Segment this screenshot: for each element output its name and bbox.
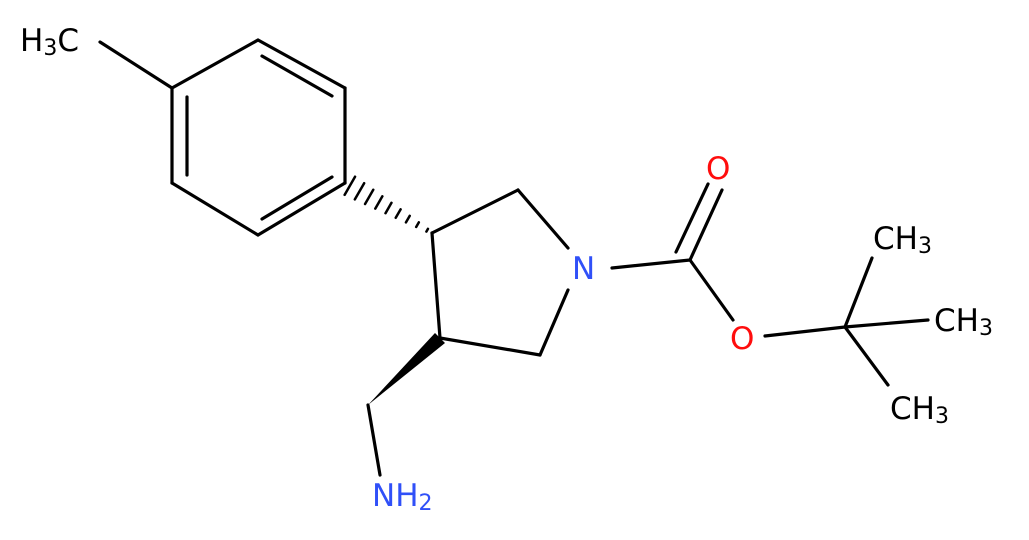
hashed-bond — [343, 175, 430, 233]
bond — [366, 403, 382, 477]
atom-label: CH3 — [890, 391, 949, 430]
hash-stroke — [404, 214, 411, 224]
bond — [674, 182, 710, 254]
atom-label: O — [706, 151, 730, 187]
atom-label: CH3 — [934, 303, 993, 342]
bond — [763, 325, 847, 338]
atom-label: O — [730, 321, 754, 357]
bond — [170, 38, 260, 90]
bond — [516, 188, 570, 250]
bond — [688, 188, 724, 262]
hash-stroke — [353, 181, 366, 201]
hash-stroke — [394, 208, 402, 220]
wedge-bond — [368, 333, 445, 405]
bond — [170, 181, 260, 237]
bond — [538, 288, 570, 357]
atom-label: N — [572, 251, 595, 287]
bond — [688, 258, 735, 322]
hash-stroke — [384, 201, 393, 215]
atom-label: CH3 — [873, 221, 932, 260]
atom-label: NH2 — [372, 478, 433, 517]
hash-stroke — [414, 221, 421, 229]
bond — [430, 231, 442, 340]
hash-stroke — [363, 188, 375, 206]
bond — [260, 175, 334, 221]
hash-stroke — [425, 227, 430, 233]
hash-stroke — [374, 195, 384, 210]
bond — [843, 325, 890, 387]
hash-stroke — [343, 175, 357, 197]
bond — [843, 256, 874, 329]
bond — [430, 188, 520, 235]
bond — [260, 54, 334, 98]
bond — [256, 181, 347, 237]
bond — [256, 38, 347, 90]
bond — [98, 40, 174, 90]
bond — [438, 336, 542, 357]
bond — [610, 258, 692, 270]
bonds — [98, 38, 930, 477]
bond — [843, 318, 930, 329]
atom-label: H3C — [20, 23, 79, 62]
